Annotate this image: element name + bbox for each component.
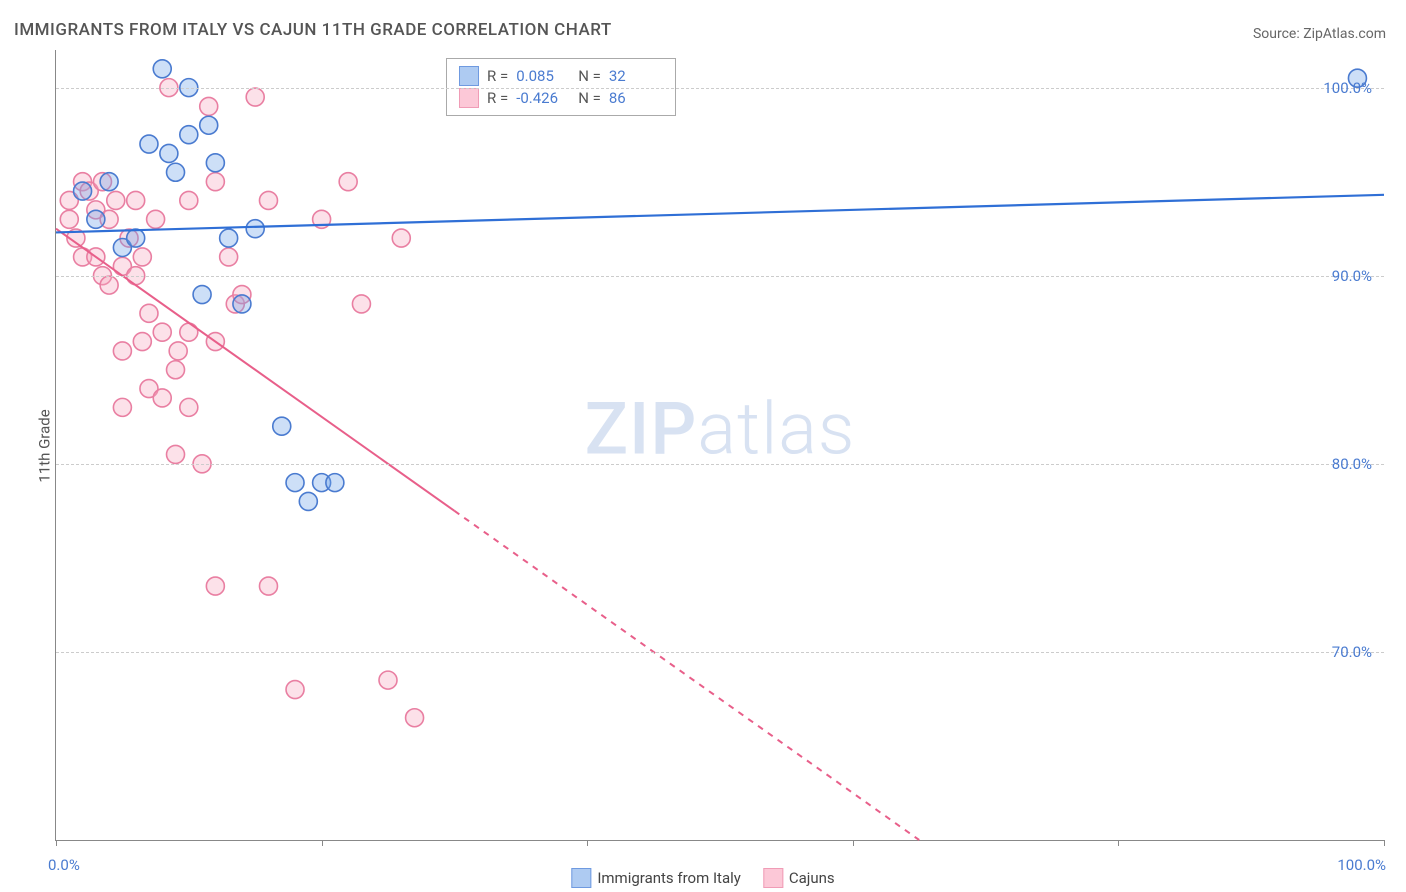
x-tick	[853, 840, 854, 846]
scatter-point-pink	[167, 361, 185, 379]
scatter-point-blue	[167, 163, 185, 181]
scatter-point-blue	[127, 229, 145, 247]
source-attribution: Source: ZipAtlas.com	[1253, 26, 1386, 42]
x-tick	[56, 840, 57, 846]
chart-svg	[56, 50, 1384, 840]
scatter-point-blue	[100, 173, 118, 191]
scatter-point-pink	[153, 323, 171, 341]
legend-label-blue: Immigrants from Italy	[597, 869, 741, 887]
scatter-point-pink	[167, 445, 185, 463]
scatter-point-pink	[60, 210, 78, 228]
scatter-point-pink	[100, 276, 118, 294]
r-label: R =	[487, 65, 508, 87]
regression-line	[56, 195, 1384, 233]
n-label: N =	[578, 87, 601, 109]
gridline	[56, 276, 1384, 277]
scatter-point-blue	[326, 474, 344, 492]
chart-title: IMMIGRANTS FROM ITALY VS CAJUN 11TH GRAD…	[14, 20, 612, 40]
x-tick	[1118, 840, 1119, 846]
scatter-point-pink	[127, 191, 145, 209]
scatter-point-pink	[200, 97, 218, 115]
scatter-point-pink	[406, 709, 424, 727]
scatter-point-blue	[160, 144, 178, 162]
scatter-point-pink	[169, 342, 187, 360]
r-label: R =	[487, 87, 508, 109]
scatter-point-blue	[220, 229, 238, 247]
scatter-point-pink	[180, 323, 198, 341]
r-value-blue: 0.085	[516, 65, 570, 87]
scatter-point-pink	[206, 577, 224, 595]
swatch-blue	[459, 66, 479, 86]
scatter-point-blue	[206, 154, 224, 172]
legend-top-row-blue: R = 0.085 N = 32	[459, 65, 663, 87]
scatter-point-pink	[379, 671, 397, 689]
y-tick-label: 100.0%	[1323, 79, 1372, 97]
y-tick-label: 80.0%	[1332, 455, 1372, 473]
scatter-point-pink	[259, 191, 277, 209]
scatter-point-blue	[87, 210, 105, 228]
regression-line	[56, 229, 454, 511]
swatch-blue-icon	[571, 868, 591, 888]
y-tick-label: 70.0%	[1332, 643, 1372, 661]
scatter-point-blue	[180, 126, 198, 144]
legend-label-pink: Cajuns	[789, 869, 835, 887]
scatter-point-blue	[286, 474, 304, 492]
x-axis-label-right: 100.0%	[1337, 856, 1386, 874]
x-tick	[587, 840, 588, 846]
gridline	[56, 464, 1384, 465]
scatter-point-pink	[153, 389, 171, 407]
scatter-point-pink	[180, 398, 198, 416]
scatter-point-pink	[286, 681, 304, 699]
scatter-point-pink	[339, 173, 357, 191]
y-tick-label: 90.0%	[1332, 267, 1372, 285]
gridline	[56, 652, 1384, 653]
scatter-point-blue	[153, 60, 171, 78]
scatter-point-pink	[259, 577, 277, 595]
legend-top-row-pink: R = -0.426 N = 86	[459, 87, 663, 109]
swatch-pink	[459, 88, 479, 108]
scatter-point-pink	[113, 342, 131, 360]
legend-item-pink: Cajuns	[763, 868, 835, 888]
scatter-point-pink	[352, 295, 370, 313]
scatter-point-pink	[180, 191, 198, 209]
y-axis-label: 11th Grade	[36, 409, 54, 482]
scatter-point-pink	[147, 210, 165, 228]
scatter-point-blue	[299, 492, 317, 510]
scatter-point-pink	[206, 173, 224, 191]
x-tick	[322, 840, 323, 846]
plot-area: ZIPatlas R = 0.085 N = 32 R = -0.426 N =…	[55, 50, 1384, 841]
scatter-point-blue	[74, 182, 92, 200]
scatter-point-pink	[133, 333, 151, 351]
scatter-point-blue	[273, 417, 291, 435]
scatter-point-pink	[113, 398, 131, 416]
scatter-point-pink	[107, 191, 125, 209]
legend-item-blue: Immigrants from Italy	[571, 868, 741, 888]
x-axis-label-left: 0.0%	[48, 856, 80, 874]
scatter-point-pink	[220, 248, 238, 266]
n-value-pink: 86	[609, 87, 663, 109]
scatter-point-blue	[233, 295, 251, 313]
n-label: N =	[578, 65, 601, 87]
scatter-point-blue	[140, 135, 158, 153]
scatter-point-pink	[246, 88, 264, 106]
scatter-point-blue	[200, 116, 218, 134]
legend-bottom: Immigrants from Italy Cajuns	[571, 868, 834, 888]
swatch-pink-icon	[763, 868, 783, 888]
scatter-point-pink	[140, 304, 158, 322]
scatter-point-pink	[133, 248, 151, 266]
regression-line-dashed	[454, 511, 919, 840]
scatter-point-pink	[392, 229, 410, 247]
scatter-point-blue	[246, 220, 264, 238]
r-value-pink: -0.426	[516, 87, 570, 109]
n-value-blue: 32	[609, 65, 663, 87]
x-tick	[1384, 840, 1385, 846]
gridline	[56, 88, 1384, 89]
scatter-point-blue	[193, 286, 211, 304]
